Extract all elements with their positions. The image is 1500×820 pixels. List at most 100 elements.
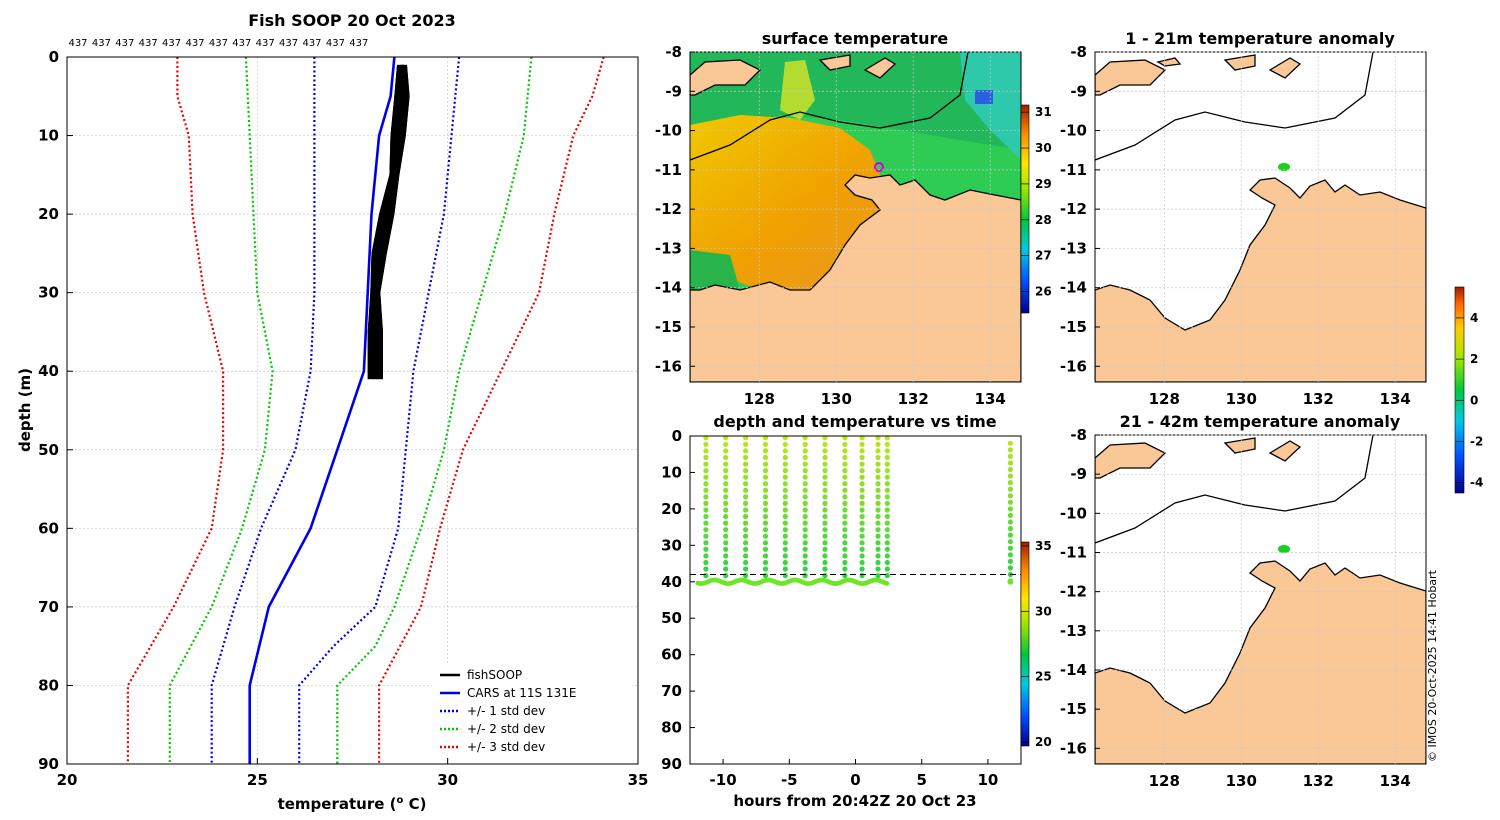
time-profile-point <box>1007 493 1014 499</box>
time-profile-point <box>875 481 881 487</box>
time-profile-point <box>762 559 769 566</box>
anomaly-lower-lat-tick-label: -11 <box>1060 544 1087 562</box>
anomaly-upper-island-a <box>1223 54 1256 71</box>
sst-colorbar <box>1020 104 1030 314</box>
time-profile-point <box>782 468 788 474</box>
time-profile-point <box>884 468 890 474</box>
profile-y-tick-label: 90 <box>38 755 59 773</box>
time-profile-point <box>703 553 709 559</box>
time-profile-point <box>723 468 729 474</box>
time-profile-point <box>842 448 848 454</box>
time-y-tick-label: 80 <box>661 719 682 737</box>
time-profile-point <box>859 481 865 487</box>
time-y-tick-label: 20 <box>661 500 682 518</box>
time-profile-point <box>822 546 828 552</box>
time-axes-box <box>689 435 1022 765</box>
time-profile-point <box>875 474 881 480</box>
sst-island-a <box>818 54 851 71</box>
time-profile-point <box>842 507 848 513</box>
anomaly-upper-lon-tick-label: 134 <box>1380 390 1411 408</box>
legend-label-3std: +/- 3 std dev <box>467 740 545 754</box>
time-profile-point <box>822 468 828 474</box>
time-profile-point <box>782 559 788 566</box>
time-profile-point <box>703 461 709 467</box>
time-profile-point <box>703 566 709 572</box>
sst-northern-sea <box>690 52 1021 150</box>
time-profile-point <box>875 520 881 526</box>
profile-y-tick-label: 70 <box>38 598 59 616</box>
time-profile-point <box>884 566 890 572</box>
time-profile-point <box>875 500 881 506</box>
anomaly-upper-title: 1 - 21m temperature anomaly <box>1125 29 1395 48</box>
time-profile-point <box>762 454 769 461</box>
anomaly-colorbar <box>1454 286 1465 494</box>
time-profile-point <box>762 461 769 467</box>
time-profile-point <box>723 546 729 552</box>
time-profile-point <box>884 520 890 526</box>
time-profile-point <box>859 448 865 454</box>
anomaly-upper-lon-tick-label: 128 <box>1149 390 1180 408</box>
profile-count-row: 437 437 437 437 437 437 437 437 437 437 437 437 437 <box>68 38 368 49</box>
time-profile-point <box>884 546 890 552</box>
time-profile-point <box>822 441 828 447</box>
anomaly-colorbar-tick-label: 4 <box>1470 311 1478 325</box>
time-profile-point <box>822 513 828 520</box>
profile-y-axis-label: depth (m) <box>16 368 34 452</box>
time-profile-point <box>1007 565 1014 571</box>
time-profile-point <box>743 533 749 539</box>
time-profile-point <box>703 520 709 526</box>
fishsoop-profile-line <box>373 64 403 380</box>
profile-count-label: 437 <box>209 38 228 49</box>
time-profile-point <box>884 494 890 500</box>
time-profile-point <box>743 520 749 526</box>
anomaly-lower-land-north <box>1095 442 1167 479</box>
time-profile-point <box>884 500 890 506</box>
time-profile-point <box>762 540 769 546</box>
time-profile-point <box>859 527 865 533</box>
profile-count-label: 437 <box>68 38 87 49</box>
time-x-axis-label: hours from 20:42Z 20 Oct 23 <box>733 792 976 810</box>
time-profile-point <box>762 520 769 526</box>
anomaly-lower-mainland <box>1095 560 1426 764</box>
time-profile-point <box>802 487 808 493</box>
anomaly-colorbar-tick-label: 2 <box>1470 352 1478 366</box>
time-profile-point <box>875 553 881 559</box>
time-profile-point <box>842 573 848 579</box>
profile-y-tick-label: 40 <box>38 362 59 380</box>
time-profile-point <box>842 559 848 566</box>
sst-lat-tick-label: -16 <box>655 357 682 375</box>
sst-lon-tick-label: 134 <box>975 390 1006 408</box>
time-ticks: -10 -5 0 5 10 0 10 20 30 40 50 60 70 80 90 <box>661 427 998 789</box>
anomaly-lower-field <box>1095 435 1426 764</box>
time-profile-point <box>802 454 808 461</box>
legend-label-1std: +/- 1 std dev <box>467 704 545 718</box>
time-profile-point <box>875 546 881 552</box>
legend-label-fishsoop: fishSOOP <box>467 668 522 682</box>
sst-australia-mainland <box>690 174 1021 382</box>
anomaly-upper-island-c <box>1156 57 1182 67</box>
profile-count-label: 437 <box>162 38 181 49</box>
time-profile-point <box>842 513 848 520</box>
time-profile-point <box>802 513 808 520</box>
time-profile-point <box>762 507 769 513</box>
time-profile-point <box>762 513 769 520</box>
time-profile-point <box>703 474 709 480</box>
time-profile-point <box>822 566 828 572</box>
time-profile-point <box>802 566 808 572</box>
time-profile-point <box>884 533 890 539</box>
sst-ticks: 128 130 132 134 -8 -9 -10 -11 -12 -13 -14 -15 -16 <box>655 43 1021 408</box>
time-profile-point <box>762 441 769 447</box>
time-profile-point <box>842 527 848 533</box>
time-profile-point <box>703 527 709 533</box>
time-x-tick-label: 5 <box>916 771 926 789</box>
time-profile-point <box>859 461 865 467</box>
profile-x-tick-label: 25 <box>247 771 268 789</box>
time-profile-point <box>822 481 828 487</box>
anomaly-lower-lat-tick-label: -9 <box>1070 465 1087 483</box>
sst-site-marker <box>874 162 884 172</box>
time-profile-point <box>842 566 848 572</box>
time-colorbar-tick-label: 20 <box>1035 735 1052 749</box>
time-profile-point <box>723 481 729 487</box>
anomaly-upper-lat-tick-label: -10 <box>1060 122 1087 140</box>
time-profile-point <box>723 533 729 539</box>
